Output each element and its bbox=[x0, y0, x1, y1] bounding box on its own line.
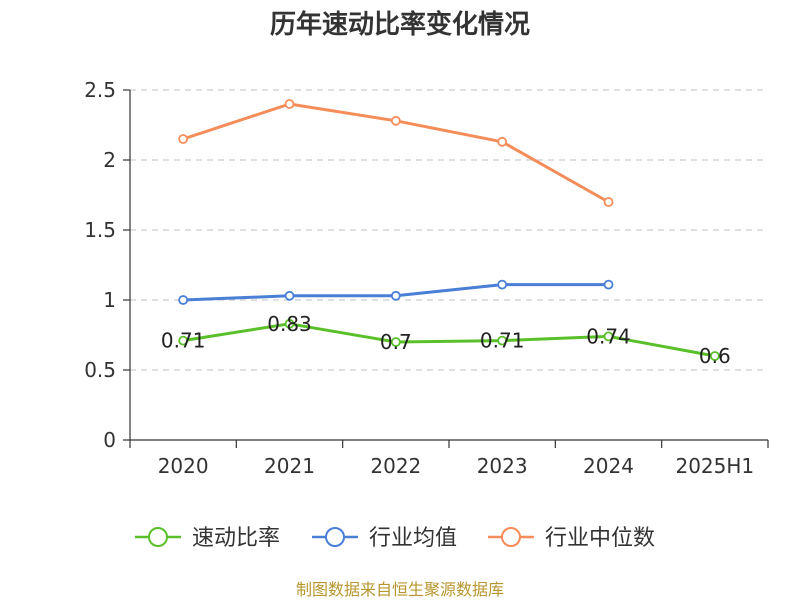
x-tick-label: 2020 bbox=[158, 454, 209, 478]
data-point bbox=[603, 331, 614, 342]
x-tick-label: 2021 bbox=[264, 454, 315, 478]
data-point bbox=[178, 335, 189, 346]
y-tick-label: 2 bbox=[103, 148, 116, 172]
data-label: 0.83 bbox=[267, 312, 312, 336]
data-point bbox=[284, 290, 295, 301]
data-point bbox=[709, 351, 720, 361]
data-point bbox=[603, 279, 614, 290]
x-tick-label: 2023 bbox=[477, 454, 528, 478]
legend-marker-icon bbox=[501, 527, 521, 547]
y-tick-label: 0.5 bbox=[84, 358, 116, 382]
data-label: 0.7 bbox=[380, 330, 412, 354]
legend-item: 行业中位数 bbox=[488, 526, 655, 551]
data-point bbox=[497, 136, 508, 147]
x-tick-label: 2024 bbox=[583, 454, 634, 478]
legend-label: 行业中位数 bbox=[545, 526, 655, 551]
chart-title: 历年速动比率变化情况 bbox=[270, 9, 530, 40]
data-label: 0.74 bbox=[586, 324, 631, 348]
legend-marker-icon bbox=[148, 527, 168, 547]
y-tick-label: 1.5 bbox=[84, 218, 116, 242]
y-tick-label: 2.5 bbox=[84, 78, 116, 102]
source-note: 制图数据来自恒生聚源数据库 bbox=[296, 580, 504, 599]
data-point bbox=[390, 115, 401, 126]
legend-item: 行业均值 bbox=[312, 526, 457, 551]
data-point bbox=[178, 134, 189, 144]
data-point bbox=[603, 197, 614, 207]
data-point bbox=[390, 290, 401, 301]
data-label: 0.71 bbox=[161, 329, 206, 353]
legend-label: 行业均值 bbox=[369, 526, 457, 551]
legend-item: 速动比率 bbox=[135, 526, 280, 551]
data-point bbox=[497, 279, 508, 290]
data-point bbox=[284, 99, 295, 109]
data-point bbox=[178, 295, 189, 305]
data-label: 0.6 bbox=[699, 344, 731, 368]
axes: 0 0.5 1 1.5 2 2.5 2020 2021 2022 2023 2024 2025H1 bbox=[84, 78, 769, 478]
data-labels: 0.71 0.83 0.7 0.71 0.74 0.6 bbox=[161, 312, 731, 368]
legend-marker-icon bbox=[325, 527, 345, 547]
x-tick-label: 2025H1 bbox=[675, 454, 754, 478]
data-point bbox=[284, 318, 295, 329]
y-tick-label: 1 bbox=[103, 288, 116, 312]
data-label: 0.71 bbox=[480, 329, 525, 353]
series-line bbox=[182, 322, 716, 358]
series-layer bbox=[178, 99, 720, 361]
data-point bbox=[497, 335, 508, 346]
y-tick-label: 0 bbox=[103, 428, 116, 452]
x-tick-label: 2022 bbox=[370, 454, 421, 478]
data-point bbox=[390, 337, 401, 347]
legend: 速动比率 行业均值 行业中位数 bbox=[135, 526, 655, 551]
grid-lines bbox=[130, 89, 768, 371]
legend-label: 速动比率 bbox=[192, 526, 280, 551]
